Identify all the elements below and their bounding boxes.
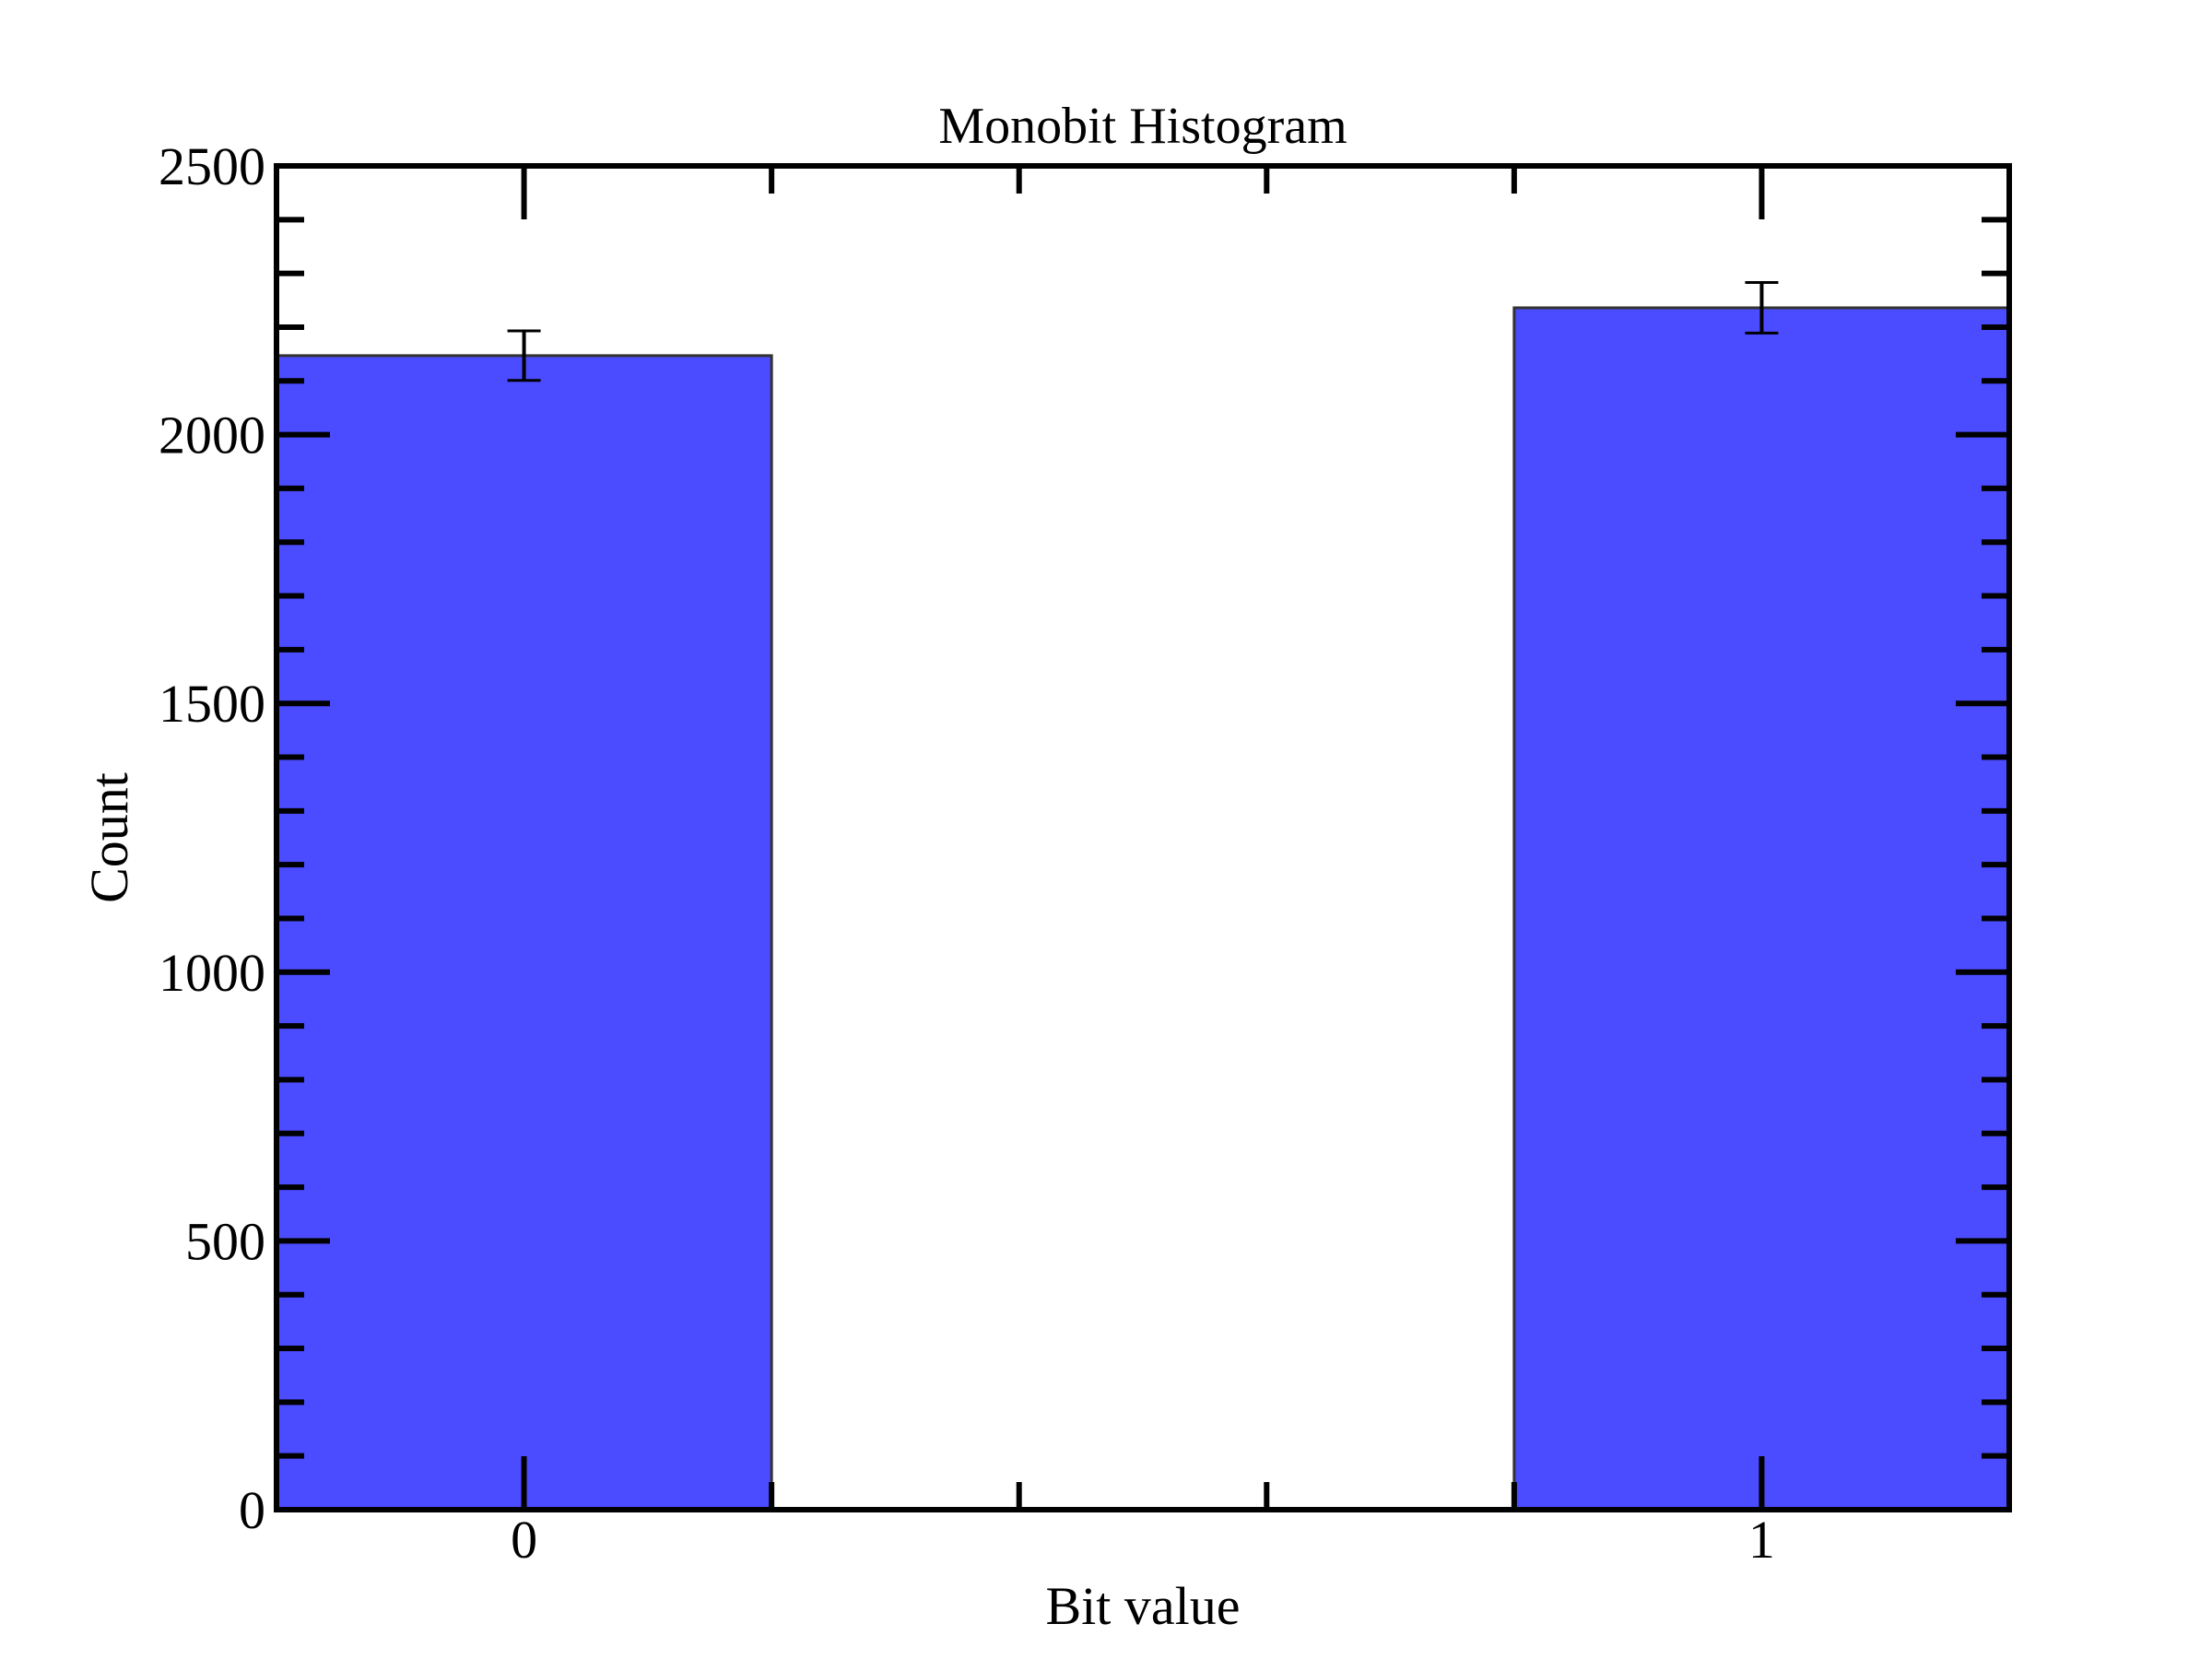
x-tick-label-0: 0 (511, 1510, 537, 1570)
x-tick-label-1: 1 (1748, 1510, 1775, 1570)
y-tick-label-2000: 2000 (159, 406, 265, 465)
bar-1 (1512, 306, 2009, 1510)
error-bars-layer (507, 281, 1779, 382)
plot-frame (274, 163, 2012, 1512)
y-tick-label-0: 0 (239, 1480, 265, 1540)
y-tick-label-2500: 2500 (159, 136, 265, 196)
y-axis-label: Count (79, 772, 139, 903)
y-tick-label-500: 500 (185, 1211, 265, 1271)
bar-0 (276, 354, 773, 1510)
ticks-layer (276, 163, 2009, 1512)
bars-layer (276, 306, 2009, 1510)
tick-labels-layer: 0 500 1000 1500 2000 2500 0 1 (159, 136, 1775, 1570)
y-tick-label-1500: 1500 (159, 674, 265, 734)
y-tick-label-1000: 1000 (159, 943, 265, 1003)
chart-title: Monobit Histogram (938, 98, 1347, 155)
x-axis-label: Bit value (1045, 1576, 1240, 1636)
